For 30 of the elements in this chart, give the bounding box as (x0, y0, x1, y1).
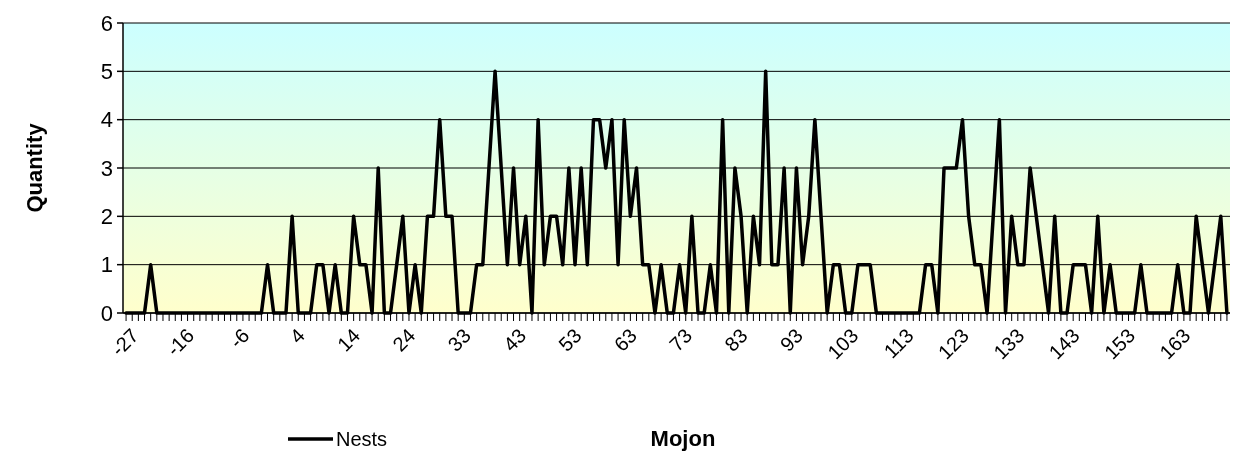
x-tick-label: 123 (933, 324, 974, 364)
x-tick-label: 63 (609, 324, 641, 356)
x-tick-label: 153 (1099, 324, 1140, 364)
x-tick-label: -6 (225, 324, 254, 353)
y-tick-label: 4 (100, 107, 113, 133)
x-tick-label: 73 (665, 324, 697, 356)
y-tick-label: 1 (100, 252, 113, 278)
x-tick-label: 93 (775, 324, 807, 356)
y-tick-label: 5 (100, 59, 113, 85)
y-tick-label: 0 (100, 300, 113, 326)
x-tick-label: 103 (823, 324, 863, 364)
x-tick-label: 133 (989, 324, 1029, 364)
legend-label: Nests (336, 428, 388, 450)
x-tick-label: 33 (443, 324, 475, 356)
y-tick-label: 6 (100, 10, 113, 36)
x-tick-label: 14 (332, 324, 365, 356)
x-tick-label: 43 (498, 324, 531, 356)
y-axis-title: Quantity (22, 122, 47, 213)
x-tick-label: -27 (106, 324, 143, 361)
x-tick-label: 113 (879, 324, 918, 363)
x-tick-label: 24 (388, 324, 420, 356)
x-tick-label: 53 (554, 324, 586, 356)
x-tick-label: -16 (162, 324, 199, 361)
x-tick-label: 4 (285, 324, 309, 348)
x-tick-label: 163 (1155, 324, 1195, 364)
y-tick-label: 2 (100, 204, 113, 230)
x-tick-label: 143 (1044, 324, 1084, 364)
x-axis-title: Mojon (650, 426, 716, 451)
x-tick-label: 83 (720, 324, 752, 356)
y-tick-label: 3 (100, 155, 113, 181)
